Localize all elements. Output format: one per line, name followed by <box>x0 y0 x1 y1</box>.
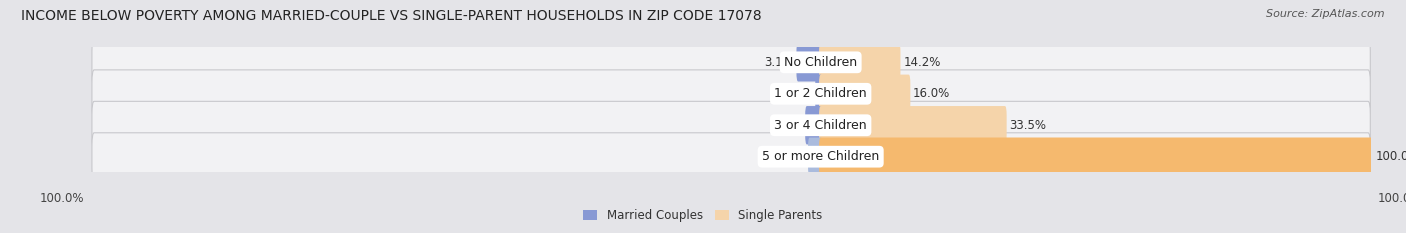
FancyBboxPatch shape <box>796 43 823 82</box>
Text: 33.5%: 33.5% <box>1010 119 1046 132</box>
FancyBboxPatch shape <box>91 133 1371 181</box>
FancyBboxPatch shape <box>91 70 1371 118</box>
Text: 3 or 4 Children: 3 or 4 Children <box>775 119 868 132</box>
Text: 100.0%: 100.0% <box>1375 150 1406 163</box>
Text: 5 or more Children: 5 or more Children <box>762 150 879 163</box>
FancyBboxPatch shape <box>91 101 1371 149</box>
Text: 14.2%: 14.2% <box>903 56 941 69</box>
Text: INCOME BELOW POVERTY AMONG MARRIED-COUPLE VS SINGLE-PARENT HOUSEHOLDS IN ZIP COD: INCOME BELOW POVERTY AMONG MARRIED-COUPL… <box>21 9 762 23</box>
FancyBboxPatch shape <box>820 137 1372 176</box>
Legend: Married Couples, Single Parents: Married Couples, Single Parents <box>581 207 825 225</box>
Text: 100.0%: 100.0% <box>1378 192 1406 205</box>
FancyBboxPatch shape <box>815 75 823 113</box>
Text: 16.0%: 16.0% <box>912 87 950 100</box>
Text: 1 or 2 Children: 1 or 2 Children <box>775 87 868 100</box>
Text: 100.0%: 100.0% <box>39 192 84 205</box>
FancyBboxPatch shape <box>91 38 1371 86</box>
Text: 0.52%: 0.52% <box>775 87 813 100</box>
FancyBboxPatch shape <box>820 43 900 82</box>
Text: Source: ZipAtlas.com: Source: ZipAtlas.com <box>1267 9 1385 19</box>
Text: No Children: No Children <box>785 56 858 69</box>
FancyBboxPatch shape <box>820 75 910 113</box>
FancyBboxPatch shape <box>820 106 1007 144</box>
FancyBboxPatch shape <box>806 106 823 144</box>
Text: 3.1%: 3.1% <box>763 56 793 69</box>
FancyBboxPatch shape <box>808 137 823 176</box>
Text: 1.9%: 1.9% <box>772 119 803 132</box>
Text: 0.0%: 0.0% <box>786 150 817 163</box>
